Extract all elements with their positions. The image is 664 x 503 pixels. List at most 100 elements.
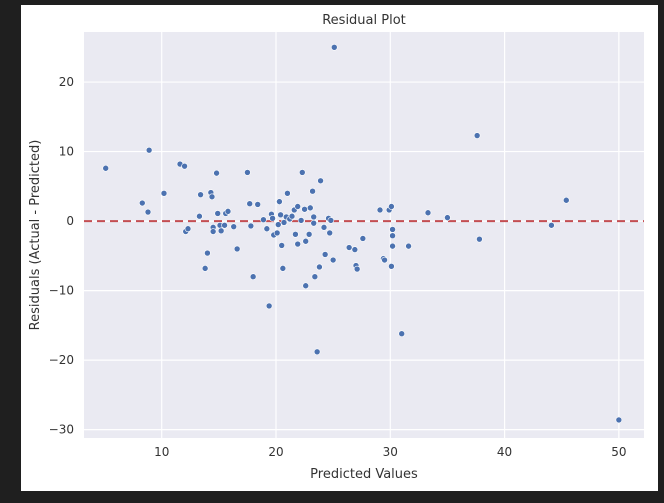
data-point: [214, 210, 222, 217]
data-point: [389, 232, 396, 239]
data-point: [317, 177, 324, 185]
y-axis-label: Residuals (Actual - Predicted): [28, 140, 43, 331]
data-point: [204, 249, 211, 257]
data-point: [292, 231, 299, 238]
data-point: [273, 229, 281, 237]
data-point: [276, 198, 283, 205]
data-point: [263, 225, 271, 233]
data-point: [310, 219, 318, 227]
data-point: [298, 169, 306, 176]
data-point: [279, 265, 287, 272]
x-tick-label: 20: [268, 445, 283, 459]
data-point: [473, 132, 481, 139]
data-point: [184, 225, 192, 233]
data-point: [329, 256, 337, 264]
data-point: [294, 203, 302, 210]
data-point: [316, 263, 323, 271]
data-point: [388, 203, 395, 210]
data-point: [302, 282, 310, 290]
plot-area: [84, 32, 644, 438]
data-point: [145, 146, 153, 154]
data-point: [389, 226, 396, 233]
data-point: [301, 205, 308, 213]
data-point: [405, 242, 412, 250]
data-point: [615, 416, 623, 424]
data-point: [313, 348, 321, 356]
data-point: [144, 208, 152, 216]
data-point: [302, 237, 310, 245]
x-tick-label: 50: [611, 445, 626, 459]
data-point: [444, 214, 451, 221]
data-point: [278, 242, 286, 249]
data-point: [345, 244, 353, 251]
data-point: [249, 273, 257, 281]
data-point: [197, 191, 204, 198]
data-point: [247, 222, 255, 230]
y-tick-labels: −30 −20 −10 0 10 20: [49, 75, 74, 437]
data-point: [254, 201, 262, 208]
x-axis-label: Predicted Values: [310, 467, 418, 482]
x-tick-label: 10: [154, 445, 169, 459]
data-point: [359, 235, 367, 242]
data-point: [196, 212, 203, 220]
data-point: [201, 265, 209, 272]
data-point: [138, 199, 146, 207]
data-point: [294, 240, 302, 248]
data-point: [320, 224, 328, 231]
data-point: [376, 206, 384, 214]
data-point: [160, 189, 168, 197]
data-point: [476, 235, 483, 243]
x-tick-label: 40: [497, 445, 512, 459]
data-point: [230, 223, 238, 230]
data-point: [269, 215, 276, 222]
data-point: [326, 229, 334, 237]
data-point: [310, 213, 318, 221]
data-point: [424, 209, 432, 217]
data-point: [209, 228, 217, 235]
data-point: [274, 221, 282, 228]
data-point: [213, 169, 220, 177]
y-tick-label: −10: [49, 284, 74, 298]
x-tick-labels: 10 20 30 40 50: [154, 445, 626, 459]
data-point: [330, 43, 338, 51]
chart-title: Residual Plot: [322, 13, 406, 28]
y-tick-label: 20: [59, 75, 74, 89]
data-point: [309, 187, 316, 195]
data-point: [353, 265, 361, 273]
y-tick-label: −20: [49, 353, 74, 367]
data-point: [297, 217, 305, 224]
data-point: [398, 330, 406, 338]
y-tick-label: −30: [49, 423, 74, 437]
data-point: [244, 169, 251, 176]
data-point: [233, 245, 241, 253]
figure: 10 20 30 40 50 −30 −20 −10 0 10 20 Residual Plot …: [21, 5, 658, 491]
y-tick-label: 0: [66, 214, 74, 228]
data-point: [311, 273, 319, 281]
data-point: [277, 211, 284, 219]
data-point: [288, 212, 296, 220]
data-point: [246, 200, 254, 208]
data-point: [221, 221, 228, 229]
data-point: [305, 231, 313, 238]
data-point: [280, 219, 288, 226]
x-tick-label: 30: [383, 445, 398, 459]
data-point: [306, 204, 314, 212]
y-tick-label: 10: [59, 145, 74, 159]
data-point: [327, 217, 335, 224]
data-point: [321, 251, 329, 258]
data-point: [381, 256, 388, 264]
data-point: [260, 216, 267, 224]
data-point: [102, 164, 110, 172]
data-point: [224, 208, 232, 215]
data-point: [284, 189, 291, 197]
data-point: [548, 221, 555, 229]
data-point: [351, 246, 359, 253]
data-point: [217, 227, 225, 235]
data-points: [102, 43, 623, 424]
data-point: [181, 162, 188, 170]
data-point: [388, 262, 395, 270]
data-point: [208, 193, 216, 201]
data-point: [389, 242, 396, 250]
data-point: [265, 302, 273, 310]
